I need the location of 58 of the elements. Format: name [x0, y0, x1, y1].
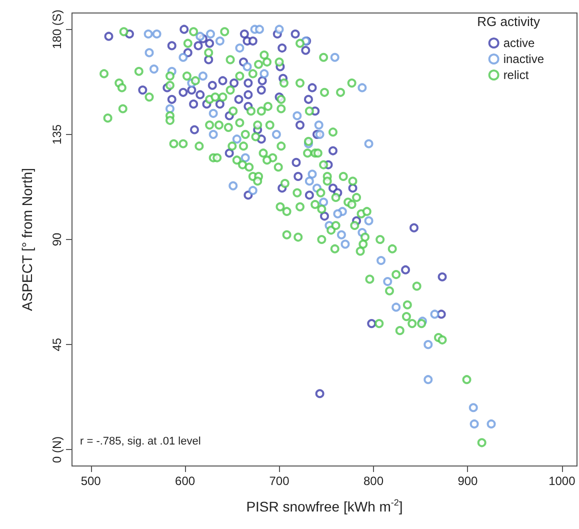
point: [364, 216, 374, 226]
legend-label: active: [503, 36, 535, 50]
annotation: r = -.785, sig. at .01 level: [80, 436, 201, 448]
x-tick-label: 900: [458, 474, 478, 488]
point: [319, 198, 328, 207]
point: [208, 108, 218, 118]
point: [215, 36, 224, 46]
point: [340, 240, 350, 249]
point: [206, 30, 215, 39]
point: [228, 181, 238, 190]
legend-label: relict: [503, 68, 530, 82]
x-tick-label: 1000: [548, 474, 576, 488]
point: [392, 302, 401, 312]
point: [333, 209, 342, 218]
point: [314, 120, 324, 130]
x-tick-label: 600: [175, 474, 196, 488]
point: [235, 44, 244, 53]
y-tick-label: 135: [50, 124, 64, 144]
y-tick-label: 180 (S): [50, 10, 64, 50]
point: [260, 69, 269, 78]
point: [292, 111, 302, 120]
point: [144, 48, 154, 58]
point: [152, 30, 162, 39]
point: [198, 72, 208, 81]
x-tick-label: 800: [363, 474, 384, 488]
point: [144, 30, 153, 39]
legend-label: inactive: [503, 52, 544, 66]
point: [208, 130, 218, 139]
legend-title: RG activity: [477, 14, 540, 29]
point: [358, 83, 367, 92]
point: [178, 52, 188, 62]
point: [308, 170, 317, 179]
point: [336, 230, 346, 240]
point: [330, 52, 340, 62]
point: [240, 153, 250, 162]
point: [383, 277, 392, 286]
y-tick-label: 45: [50, 338, 64, 352]
point: [424, 340, 433, 350]
x-tick-label: 500: [80, 474, 102, 488]
point: [315, 130, 324, 139]
point: [424, 375, 433, 384]
x-tick-label: 700: [269, 474, 290, 488]
point: [486, 419, 496, 428]
y-axis-title: ASPECT [° from North]: [19, 168, 35, 312]
point: [255, 24, 264, 34]
point: [248, 186, 258, 195]
point: [232, 134, 242, 144]
point: [364, 139, 374, 148]
point: [470, 419, 479, 428]
point: [376, 256, 386, 266]
y-tick-label: 0 (N): [50, 436, 64, 463]
point: [165, 104, 174, 114]
point: [304, 176, 314, 186]
point: [196, 32, 205, 41]
point: [149, 64, 158, 74]
point: [468, 403, 478, 412]
point: [272, 130, 281, 139]
y-tick-label: 90: [50, 232, 64, 246]
